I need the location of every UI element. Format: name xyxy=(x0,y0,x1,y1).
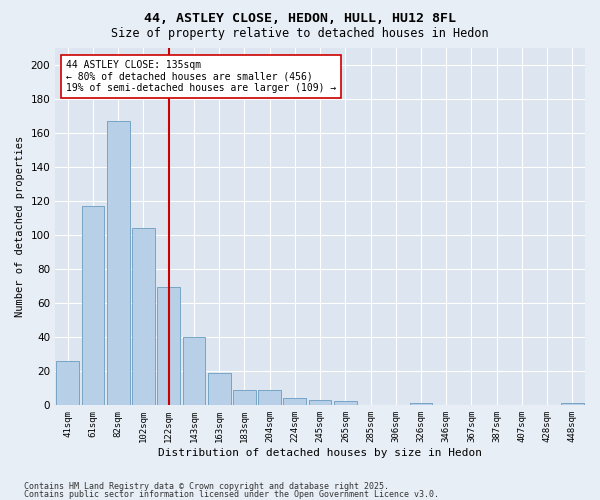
Bar xyxy=(56,360,79,405)
Text: 44 ASTLEY CLOSE: 135sqm
← 80% of detached houses are smaller (456)
19% of semi-d: 44 ASTLEY CLOSE: 135sqm ← 80% of detache… xyxy=(66,60,336,93)
Bar xyxy=(561,403,584,405)
Bar xyxy=(208,372,230,405)
Bar xyxy=(334,402,356,405)
Bar xyxy=(107,120,130,405)
Bar xyxy=(283,398,306,405)
Bar xyxy=(258,390,281,405)
Bar xyxy=(309,400,331,405)
Bar xyxy=(157,288,180,405)
Bar xyxy=(132,228,155,405)
Bar xyxy=(233,390,256,405)
Text: Size of property relative to detached houses in Hedon: Size of property relative to detached ho… xyxy=(111,28,489,40)
X-axis label: Distribution of detached houses by size in Hedon: Distribution of detached houses by size … xyxy=(158,448,482,458)
Y-axis label: Number of detached properties: Number of detached properties xyxy=(15,136,25,317)
Bar xyxy=(82,206,104,405)
Text: Contains HM Land Registry data © Crown copyright and database right 2025.: Contains HM Land Registry data © Crown c… xyxy=(24,482,389,491)
Bar xyxy=(410,403,433,405)
Text: 44, ASTLEY CLOSE, HEDON, HULL, HU12 8FL: 44, ASTLEY CLOSE, HEDON, HULL, HU12 8FL xyxy=(144,12,456,26)
Bar xyxy=(182,337,205,405)
Text: Contains public sector information licensed under the Open Government Licence v3: Contains public sector information licen… xyxy=(24,490,439,499)
